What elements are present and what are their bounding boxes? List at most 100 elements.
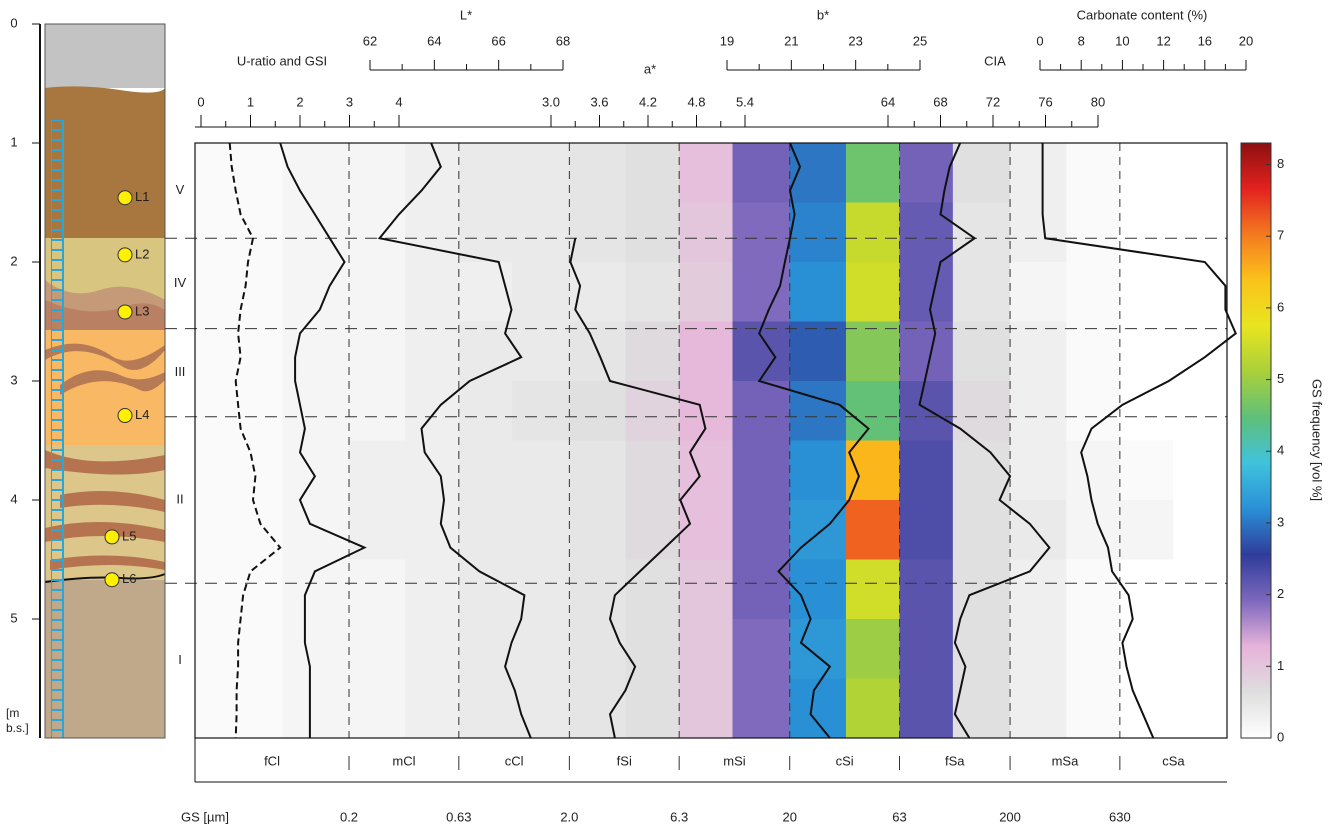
heatmap-cell — [846, 679, 900, 739]
heatmap-cell — [405, 500, 459, 560]
heatmap-cell — [846, 322, 900, 382]
heatmap-cell — [846, 262, 900, 322]
sample-label: L2 — [135, 246, 149, 261]
heatmap-cell — [790, 441, 847, 501]
heatmap-cell — [283, 619, 350, 679]
top-axis-tick-label: 76 — [1038, 94, 1052, 109]
top-axis-tick-label: 80 — [1091, 94, 1105, 109]
top-axis-tick-label: 1 — [247, 94, 254, 109]
heatmap-cell — [459, 203, 513, 263]
top-axis-title: a* — [644, 61, 656, 76]
grain-class-label: cCl — [505, 753, 524, 768]
y-tick-label: 2 — [10, 253, 17, 268]
heatmap-cell — [733, 619, 791, 679]
heatmap-cell — [459, 143, 513, 203]
heatmap-cell — [953, 381, 1011, 441]
heatmap-cell — [1120, 143, 1174, 203]
heatmap-cell — [283, 500, 350, 560]
colorbar-tick-label: 8 — [1277, 156, 1284, 171]
heatmap-cell — [626, 143, 680, 203]
heatmap-cell — [195, 262, 283, 322]
unit-label: I — [178, 652, 182, 667]
x-tick-label: 0.63 — [446, 809, 471, 824]
heatmap-cell — [405, 322, 459, 382]
top-axis-tick-label: 0 — [1036, 33, 1043, 48]
heatmap-cell — [569, 441, 626, 501]
heatmap-cell — [405, 679, 459, 739]
heatmap-cell — [626, 560, 680, 620]
heatmap-cell — [569, 381, 626, 441]
top-axis-tick-label: 64 — [881, 94, 895, 109]
heatmap-cell — [953, 262, 1011, 322]
top-axis-tick-label: 4 — [395, 94, 402, 109]
heatmap-cell — [512, 143, 570, 203]
heatmap-cell — [459, 441, 513, 501]
top-axis-tick-label: 62 — [363, 33, 377, 48]
heatmap-cell — [626, 322, 680, 382]
top-axis-tick-label: 3 — [346, 94, 353, 109]
top-axis-tick-label: 0 — [197, 94, 204, 109]
top-axis-tick-label: 68 — [933, 94, 947, 109]
grain-class-label: fSa — [945, 753, 965, 768]
heatmap-cell — [733, 203, 791, 263]
colorbar-tick-label: 1 — [1277, 658, 1284, 673]
heatmap-cell — [733, 679, 791, 739]
heatmap-cell — [569, 619, 626, 679]
y-axis-label: [m b.s.] — [6, 706, 36, 736]
sample-label: L6 — [122, 571, 136, 586]
heatmap-cell — [349, 560, 406, 620]
top-axis-tick-label: 4.2 — [639, 94, 657, 109]
heatmap-cell — [195, 560, 283, 620]
heatmap-cell — [679, 619, 733, 679]
top-axis-tick-label: 21 — [784, 33, 798, 48]
heatmap-cell — [405, 560, 459, 620]
heatmap-cell — [953, 441, 1011, 501]
colorbar-label: GS frequency [vol %] — [1310, 379, 1325, 501]
heatmap-cell — [349, 203, 406, 263]
heatmap-cell — [1010, 381, 1067, 441]
y-tick-label: 3 — [10, 372, 17, 387]
heatmap-cell — [512, 619, 570, 679]
heatmap-cell — [1120, 560, 1174, 620]
stratigraphic-log — [40, 24, 165, 738]
heatmap-cell — [1010, 500, 1067, 560]
heatmap-cell — [512, 381, 570, 441]
top-axis-tick-label: 66 — [491, 33, 505, 48]
top-axis-tick-label: 72 — [986, 94, 1000, 109]
heatmap-cell — [283, 381, 350, 441]
heatmap-cell — [1066, 619, 1120, 679]
heatmap-cell — [349, 143, 406, 203]
heatmap-cell — [790, 619, 847, 679]
top-axis-tick-label: 2 — [296, 94, 303, 109]
grain-class-label: fSi — [617, 753, 632, 768]
heatmap-cell — [790, 679, 847, 739]
heatmap-cell — [1120, 381, 1174, 441]
grain-class-label: cSi — [836, 753, 854, 768]
heatmap-cell — [512, 679, 570, 739]
top-axis-tick-label: 3.6 — [590, 94, 608, 109]
heatmap-cell — [679, 381, 733, 441]
heatmap-cell — [846, 441, 900, 501]
heatmap-cell — [846, 560, 900, 620]
sample-point — [118, 248, 132, 262]
unit-label: II — [176, 491, 183, 506]
sample-point — [118, 305, 132, 319]
heatmap-cell — [900, 143, 954, 203]
x-tick-label: 2.0 — [560, 809, 578, 824]
heatmap-cell — [1066, 381, 1120, 441]
heatmap-cell — [349, 679, 406, 739]
heatmap-cell — [569, 500, 626, 560]
heatmap-cell — [733, 500, 791, 560]
heatmap-cell — [900, 441, 954, 501]
grain-class-label: fCl — [264, 753, 280, 768]
heatmap-cell — [626, 262, 680, 322]
heatmap-cell — [900, 203, 954, 263]
x-tick-label: 63 — [892, 809, 906, 824]
colorbar-tick-label: 7 — [1277, 228, 1284, 243]
heatmap-cell — [512, 203, 570, 263]
heatmap-cell — [900, 381, 954, 441]
x-axis-label: GS [µm] — [181, 809, 229, 824]
heatmap-cell — [733, 441, 791, 501]
x-tick-label: 20 — [782, 809, 796, 824]
heatmap-cell — [195, 500, 283, 560]
